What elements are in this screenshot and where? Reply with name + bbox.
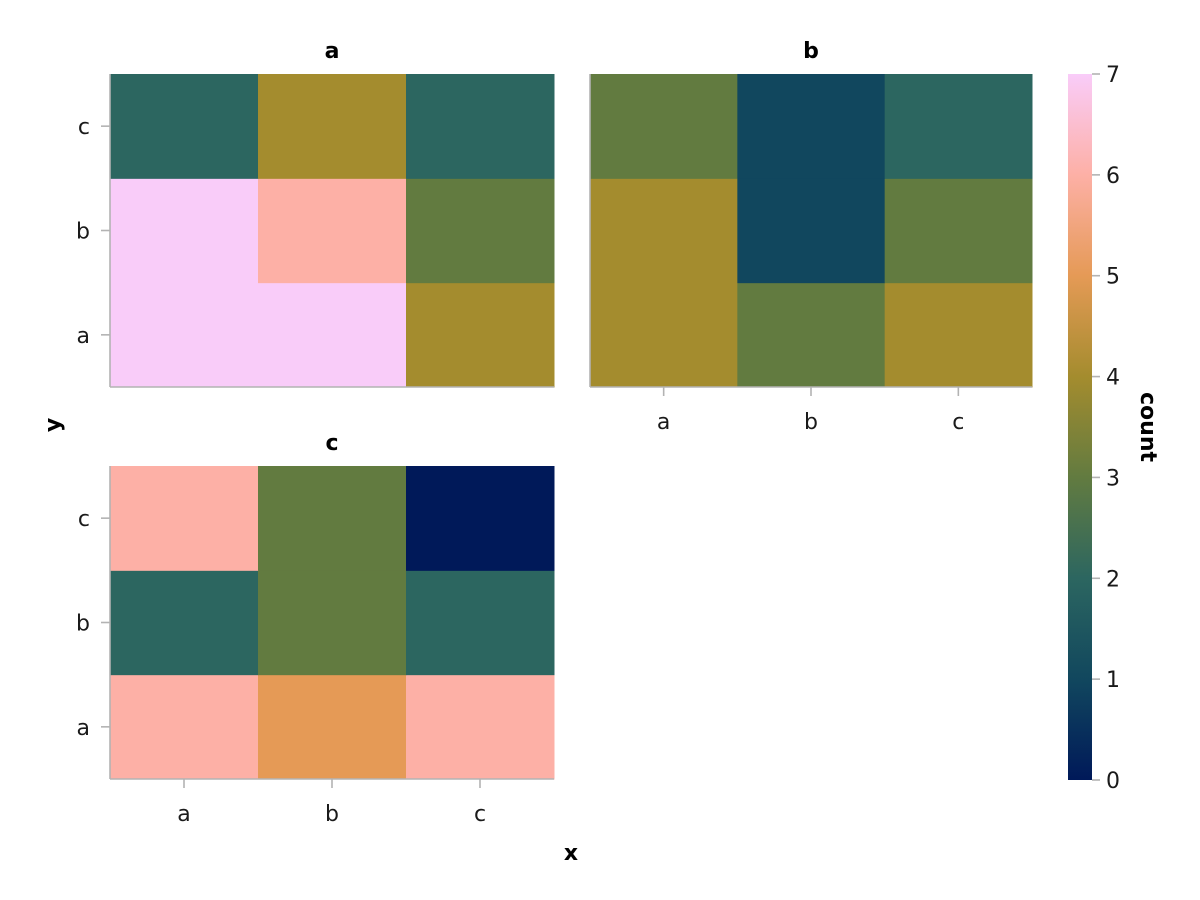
panel-title-b: b — [803, 39, 819, 64]
heatmap-cell-c-xc-ya: 6 — [406, 674, 555, 780]
y-tick-label: b — [76, 220, 90, 245]
colorbar-tick-label: 3 — [1106, 466, 1120, 491]
heatmap-cell-a-xc-yc: 2 — [406, 74, 555, 179]
colorbar-tick-label: 7 — [1106, 63, 1120, 88]
heatmap-cell-a-xc-ya: 4 — [406, 282, 555, 388]
x-tick-label: c — [952, 410, 964, 435]
x-tick-label: a — [177, 802, 190, 827]
panel-a: a 774763242 abc — [76, 39, 555, 388]
y-tick-label: a — [77, 324, 90, 349]
heatmap-cell-c-xc-yb: 2 — [406, 570, 555, 676]
colorbar-tick-label: 4 — [1106, 366, 1120, 391]
x-axis-label: x — [564, 841, 578, 866]
heatmap-cell-b-xa-ya: 4 — [590, 282, 738, 388]
heatmap-cell-a-xa-ya: 7 — [110, 282, 259, 388]
colorbar-tick-label: 1 — [1106, 668, 1120, 693]
y-tick-label: a — [77, 716, 90, 741]
heatmap-cell-c-xc-yc: 0 — [406, 466, 555, 571]
heatmap-cell-b-xc-ya: 4 — [884, 282, 1033, 388]
heatmap-cell-c-xb-yc: 3 — [258, 466, 407, 571]
heatmap-cell-b-xa-yc: 3 — [590, 74, 738, 179]
panel-b-spines — [589, 74, 1032, 388]
heatmap-cell-a-xb-yc: 4 — [258, 74, 407, 179]
heatmap-cell-a-xa-yc: 2 — [110, 74, 259, 179]
panel-c-ticks: a b c a b c — [76, 507, 486, 827]
colorbar-tick-label: 6 — [1106, 164, 1120, 189]
y-tick-label: c — [78, 507, 90, 532]
heatmap-cell-b-xb-ya: 3 — [737, 282, 886, 388]
panel-title-a: a — [325, 39, 340, 64]
heatmap-cell-a-xa-yb: 7 — [110, 178, 259, 284]
colorbar-tick-label: 2 — [1106, 567, 1120, 592]
heatmap-cell-b-xa-yb: 4 — [590, 178, 738, 284]
panel-title-c: c — [325, 431, 338, 456]
x-tick-label: c — [474, 802, 486, 827]
heatmap-cell-b-xb-yc: 1 — [737, 74, 886, 179]
heatmap-cell-c-xa-yb: 2 — [110, 570, 259, 676]
heatmap-cell-c-xb-yb: 3 — [258, 570, 407, 676]
heatmap-cell-b-xc-yb: 3 — [884, 178, 1033, 284]
panel-c-spines — [109, 466, 554, 780]
colorbar-ticks: 0 1 2 3 4 5 6 7 — [1092, 63, 1120, 794]
heatmap-cell-a-xc-yb: 3 — [406, 178, 555, 284]
panel-c-cells: 656232630 — [110, 466, 555, 780]
heatmap-cell-c-xb-ya: 5 — [258, 674, 407, 780]
y-tick-label: c — [78, 115, 90, 140]
colorbar-tick-label: 0 — [1106, 769, 1120, 794]
panel-a-cells: 774763242 — [110, 74, 555, 388]
x-tick-label: b — [325, 802, 339, 827]
colorbar-label: count — [1135, 392, 1160, 462]
heatmap-cell-a-xb-yb: 6 — [258, 178, 407, 284]
heatmap-cell-b-xc-yc: 2 — [884, 74, 1033, 179]
x-tick-label: b — [804, 410, 818, 435]
panel-a-ticks: a b c — [76, 115, 110, 349]
heatmap-cell-c-xa-yc: 6 — [110, 466, 259, 571]
colorbar-tick-label: 5 — [1106, 265, 1120, 290]
y-axis-label: y — [41, 418, 66, 432]
panel-b-cells: 434413312 — [590, 74, 1033, 388]
heatmap-cell-c-xa-ya: 6 — [110, 674, 259, 780]
colorbar: 0 1 2 3 4 5 6 7 count — [1068, 63, 1160, 794]
colorbar-gradient — [1068, 74, 1092, 780]
heatmap-cell-b-xb-yb: 1 — [737, 178, 886, 284]
panel-b-ticks: a b c — [657, 387, 964, 435]
heatmap-cell-a-xb-ya: 7 — [258, 282, 407, 388]
x-tick-label: a — [657, 410, 670, 435]
panel-a-spines — [109, 74, 554, 388]
y-tick-label: b — [76, 612, 90, 637]
